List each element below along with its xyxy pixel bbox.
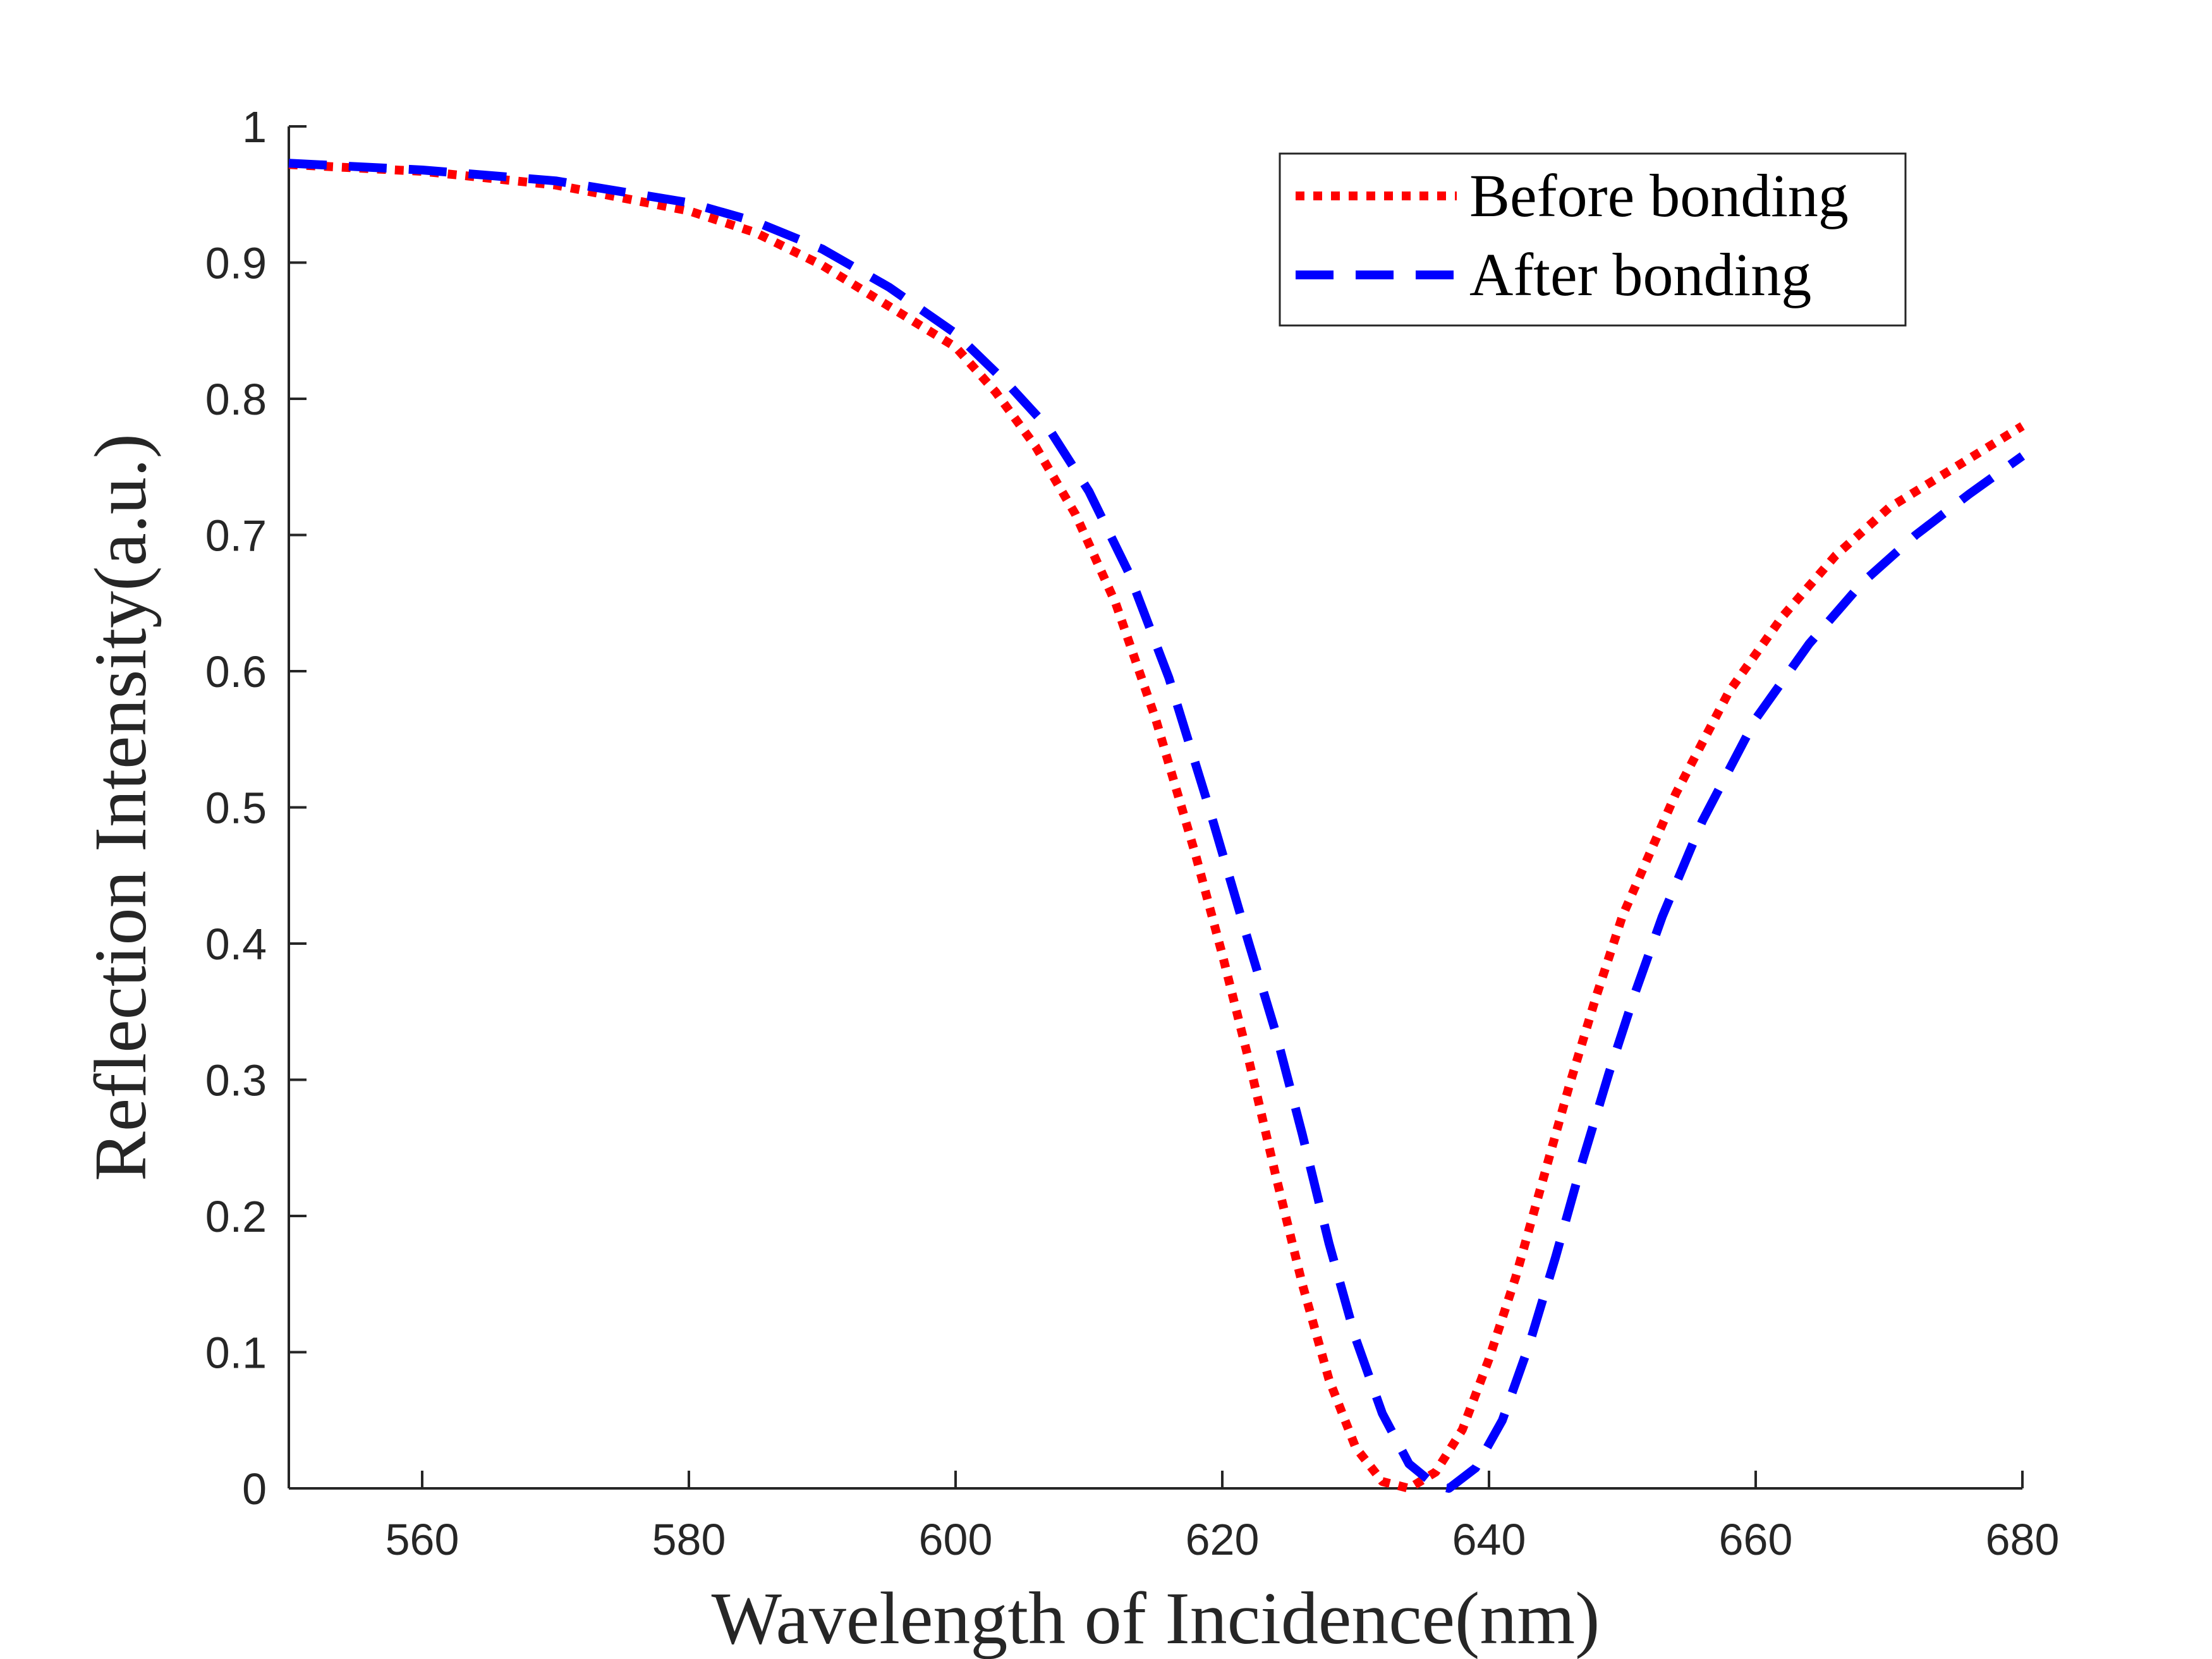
y-tick-label: 0.3 bbox=[205, 1056, 267, 1105]
y-tick-label: 1 bbox=[242, 102, 267, 152]
y-tick-label: 0.1 bbox=[205, 1328, 267, 1378]
x-tick-label: 580 bbox=[652, 1515, 726, 1564]
x-tick-label: 560 bbox=[386, 1515, 459, 1564]
series-layer bbox=[288, 159, 2026, 1493]
y-tick-label: 0.5 bbox=[205, 784, 267, 833]
x-tick-label: 680 bbox=[1986, 1515, 2060, 1564]
legend-box bbox=[1279, 152, 1907, 327]
x-axis-title: Wavelength of Incidence(nm) bbox=[712, 1577, 1600, 1659]
y-tick-label: 0.8 bbox=[205, 375, 267, 424]
series-line-after-bonding bbox=[288, 159, 2026, 1493]
y-ticks: 0 0.1 0.2 0.3 0.4 0.5 0.6 0.7 0.8 0.9 1 bbox=[205, 102, 307, 1514]
y-tick-label: 0 bbox=[242, 1464, 267, 1514]
x-tick-label: 600 bbox=[919, 1515, 993, 1564]
x-tick-label: 640 bbox=[1452, 1515, 1526, 1564]
legend-label-after-bonding: After bonding bbox=[1469, 241, 1811, 308]
plot-area: 560 580 600 620 640 660 680 0 0.1 0.2 0.3 0.4 0.5 0.… bbox=[205, 102, 2060, 1564]
legend-label-before-bonding: Before bonding bbox=[1469, 162, 1849, 229]
legend: Before bonding After bonding bbox=[1279, 152, 1907, 327]
x-ticks: 560 580 600 620 640 660 680 bbox=[386, 1471, 2060, 1564]
y-tick-label: 0.2 bbox=[205, 1192, 267, 1241]
x-tick-label: 660 bbox=[1719, 1515, 1793, 1564]
y-tick-label: 0.6 bbox=[205, 647, 267, 696]
y-tick-label: 0.4 bbox=[205, 920, 267, 969]
y-tick-label: 0.7 bbox=[205, 511, 267, 561]
y-axis-title: Reflection Intensity(a.u.) bbox=[79, 434, 162, 1181]
y-tick-label: 0.9 bbox=[205, 239, 267, 288]
series-line-before-bonding bbox=[288, 160, 2025, 1493]
x-tick-label: 620 bbox=[1186, 1515, 1260, 1564]
